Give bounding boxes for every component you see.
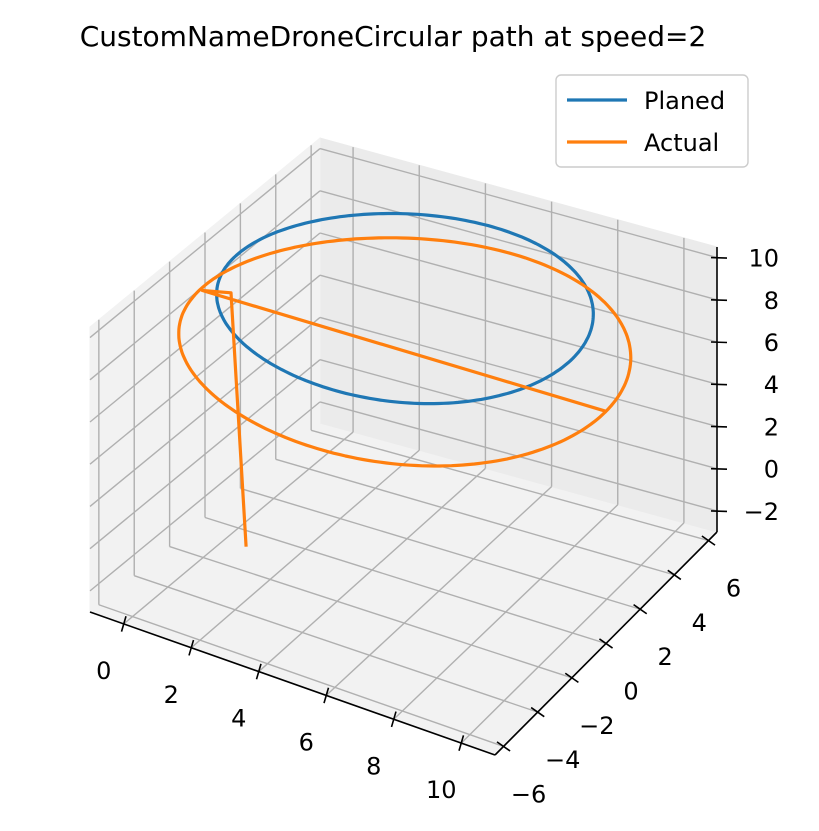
z-grid-line — [89, 401, 321, 592]
y-tick-label: 2 — [658, 643, 673, 671]
z-tick-label: 6 — [764, 329, 779, 357]
y-tick-mark — [598, 638, 614, 649]
y-tick-label: 0 — [623, 678, 638, 706]
y-tick-mark — [701, 535, 716, 546]
chart-title: CustomNameDroneCircular path at speed=2 — [80, 20, 707, 53]
y-tick-mark — [530, 706, 545, 718]
y-tick-mark — [633, 603, 648, 615]
z-tick-label: 4 — [764, 371, 779, 399]
x-tick-label: 10 — [426, 776, 457, 804]
y-grid-line — [240, 487, 641, 610]
y-tick-mark — [667, 569, 682, 581]
legend: Planed Actual — [555, 74, 749, 168]
y-tick-mark — [564, 672, 579, 684]
z-tick-mark — [710, 298, 728, 302]
z-tick-mark — [710, 383, 728, 386]
z-tick-label: −2 — [744, 498, 779, 526]
y-grid-line — [275, 458, 675, 576]
legend-box — [555, 74, 749, 168]
x-axis-line — [89, 611, 496, 756]
y-tick-label: 6 — [726, 575, 741, 603]
y-grid-line — [98, 604, 504, 748]
z-tick-mark — [710, 467, 728, 470]
z-tick-mark — [710, 341, 728, 344]
z-grid-line — [89, 232, 321, 423]
z-tick-mark — [710, 425, 728, 428]
grid-lines — [89, 145, 718, 748]
z-tick-mark — [710, 510, 728, 513]
x-tick-mark — [188, 639, 195, 656]
x-tick-label: 0 — [96, 657, 111, 685]
x-tick-mark — [255, 663, 262, 680]
z-grid-line — [89, 274, 321, 465]
series-line-0 — [215, 211, 595, 406]
x-tick-mark — [390, 711, 397, 728]
z-grid-line — [89, 148, 321, 339]
y-grid-line — [169, 545, 573, 679]
y-tick-label: −4 — [545, 746, 580, 774]
z-grid-line — [89, 316, 321, 507]
z-tick-label: 0 — [764, 456, 779, 484]
y-tick-label: 4 — [692, 609, 707, 637]
legend-label-0: Planed — [644, 87, 725, 115]
y-grid-line — [134, 574, 538, 713]
z-grid-line — [319, 358, 718, 470]
z-tick-label: 10 — [748, 245, 779, 273]
series-line-1 — [177, 236, 633, 547]
data-lines — [177, 211, 633, 547]
z-tick-mark — [710, 256, 728, 259]
axis-lines — [89, 247, 728, 756]
y-grid-line — [204, 516, 607, 645]
z-grid-line — [89, 359, 321, 550]
x-tick-mark — [323, 687, 330, 704]
x-tick-label: 6 — [299, 728, 314, 756]
x-tick-mark — [458, 735, 465, 751]
y-tick-label: −2 — [579, 712, 614, 740]
z-tick-label: 2 — [764, 413, 779, 441]
z-tick-label: 8 — [764, 287, 779, 315]
axes-panes — [88, 136, 718, 756]
x-tick-label: 4 — [231, 705, 246, 733]
z-grid-line — [319, 232, 718, 343]
z-grid-line — [319, 316, 718, 428]
x-tick-mark — [120, 616, 127, 632]
z-grid-line — [319, 190, 718, 301]
legend-label-1: Actual — [644, 129, 719, 157]
y-tick-mark — [496, 741, 511, 752]
x-tick-label: 8 — [366, 752, 381, 780]
z-grid-line — [319, 147, 718, 259]
z-grid-line — [319, 274, 718, 385]
x-tick-label: 2 — [164, 681, 179, 709]
y-grid-line — [310, 429, 709, 542]
y-tick-label: −6 — [511, 780, 546, 808]
